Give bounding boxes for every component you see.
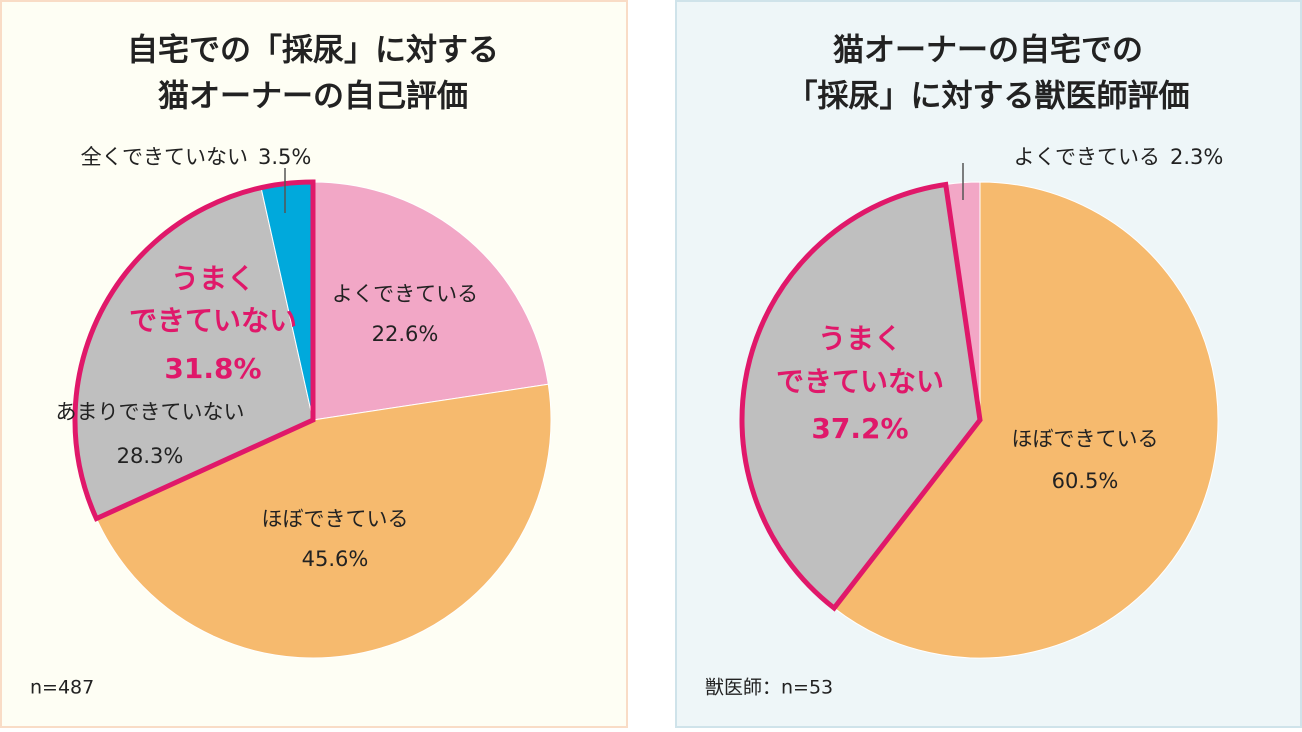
chart-title: 猫オーナーの自宅での (833, 33, 1143, 69)
slice-label: あまりできていない (56, 400, 245, 424)
note: 獣医師：n=53 (705, 677, 833, 699)
annotation: できていない (776, 365, 944, 398)
slice-label: ほぼできている (262, 507, 409, 531)
pie-slice (833, 181, 1219, 659)
value-label: 45.6% (302, 547, 369, 571)
value-label: 2.3% (1170, 145, 1223, 169)
note: n=487 (30, 677, 94, 699)
annotation: うまく (171, 262, 255, 295)
slice-label: 全くできていない (81, 145, 248, 169)
pie-slice (95, 383, 552, 659)
annotation-value: 31.8% (164, 352, 261, 385)
value-label: 3.5% (258, 145, 311, 169)
annotation: できていない (129, 304, 297, 337)
chart-title: 「採尿」に対する獣医師評価 (787, 79, 1190, 115)
slice-label: よくできている (1014, 145, 1160, 169)
chart-title: 自宅での「採尿」に対する (127, 33, 499, 69)
annotation: うまく (818, 322, 902, 355)
slice-label: よくできている (332, 282, 478, 306)
value-label: 22.6% (372, 322, 439, 346)
highlight-outline (72, 179, 316, 522)
value-label: 60.5% (1052, 469, 1119, 493)
slice-label: ほぼできている (1012, 427, 1159, 451)
value-label: 28.3% (117, 444, 184, 468)
pie-slice (312, 181, 549, 421)
value-label: 37.2% (811, 412, 908, 445)
chart-title: 猫オーナーの自己評価 (158, 79, 468, 115)
highlight-outline (739, 181, 983, 612)
